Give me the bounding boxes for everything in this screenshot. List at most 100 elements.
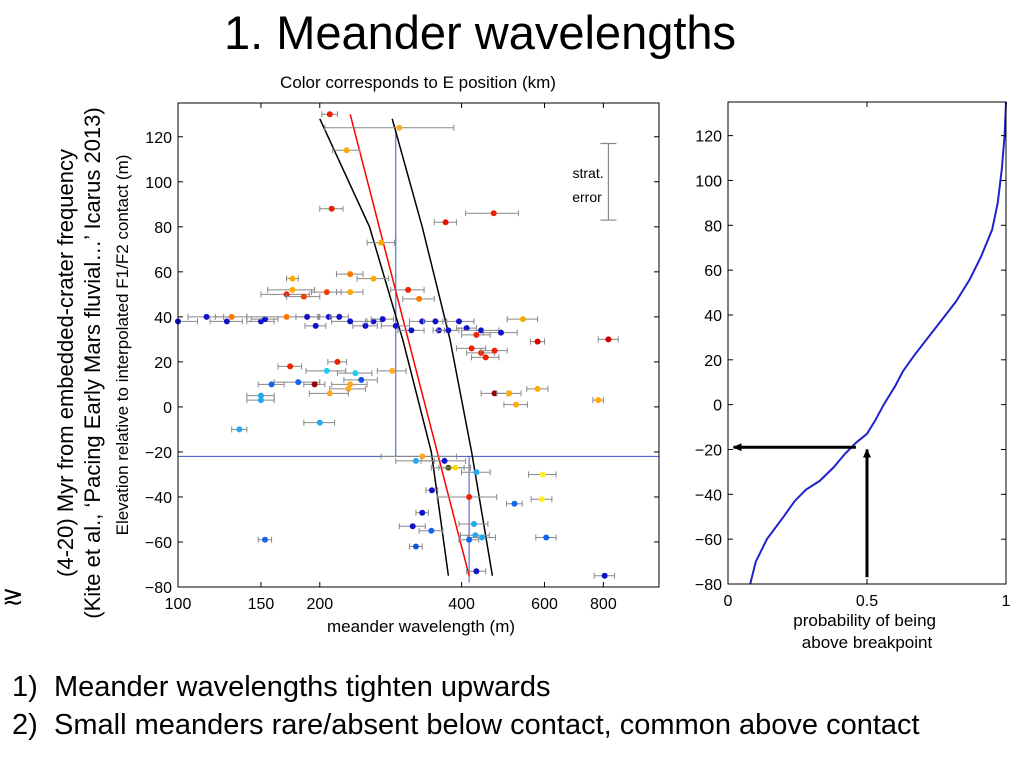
data-point [445,327,452,334]
data-point [478,327,485,334]
x-tick-label: 200 [306,596,333,613]
side-label: (4-20) Myr from embedded-crater frequenc… [52,63,106,663]
y-tick-label: 80 [704,218,722,235]
x-tick-label: 400 [448,596,475,613]
data-point [347,289,354,296]
data-point [416,295,423,302]
data-point [268,381,275,388]
data-point [347,318,354,325]
data-point [470,520,477,527]
data-point [228,313,235,320]
data-point [323,289,330,296]
y-tick-label: 60 [704,263,722,280]
data-point [347,271,354,278]
data-point [379,316,386,323]
y-tick-label: −80 [145,580,172,597]
data-point [408,327,415,334]
data-point [325,313,332,320]
bullet-list: 1) Meander wavelengths tighten upwards 2)… [12,668,1012,744]
x-tick-label: 600 [531,596,558,613]
data-point [432,318,439,325]
data-point [396,124,403,131]
data-point [362,322,369,329]
probability-x-axis-label: probability of being above breakpoint [793,611,940,652]
data-point [412,457,419,464]
y-tick-label: −20 [145,445,172,462]
data-point [595,397,602,404]
slide-title: 1. Meander wavelengths [223,6,737,59]
data-point [223,318,230,325]
y-tick-label: −40 [145,490,172,507]
data-point [519,316,526,323]
data-point [358,376,365,383]
data-point [328,205,335,212]
x-tick-label: 0.5 [856,593,878,610]
y-tick-label: 20 [154,355,172,372]
bullet-text: Small meanders rare/absent below contact… [54,709,920,741]
data-point [428,527,435,534]
data-point [304,313,311,320]
data-point [534,338,541,345]
fit-line [349,114,470,576]
data-point [378,239,385,246]
scatter-plot-frame [177,102,660,588]
data-point [345,385,352,392]
y-tick-label: 100 [695,173,722,190]
data-point [311,381,318,388]
data-point [405,286,412,293]
bullet-item: 1) Meander wavelengths tighten upwards [12,668,1012,706]
data-point [409,523,416,530]
data-point [452,464,459,471]
data-point [203,313,210,320]
data-point [491,390,498,397]
y-tick-label: 120 [695,129,722,146]
data-point [370,275,377,282]
strat-error-label-line2: error [572,189,602,205]
probability-chart: 0 0.5 1 −80 −60 −40 −20 0 20 40 60 80 100 120 probabi… [695,101,1011,652]
data-point [261,316,268,323]
probability-x-axis-label-line1: probability of being [793,611,936,630]
data-point [479,534,486,541]
y-tick-label: −80 [695,577,722,594]
data-point [326,390,333,397]
data-point [283,313,290,320]
bullet-text: Meander wavelengths tighten upwards [54,671,551,703]
side-approx-symbol: ≳ [2,580,24,610]
bullet-number: 2) [12,709,38,741]
data-point [412,543,419,550]
scatter-chart: Color corresponds to E position (km) 100… [113,73,660,636]
side-label-line1: (4-20) Myr from embedded-crater frequenc… [53,149,78,577]
data-point [295,379,302,386]
y-tick-label: 0 [713,398,722,415]
data-point [236,426,243,433]
data-point [601,572,608,579]
data-point [442,219,449,226]
y-tick-label: −40 [695,487,722,504]
data-point [287,363,294,370]
data-point [473,568,480,575]
scatter-plot-layer [175,111,659,583]
y-tick-label: 60 [154,265,172,282]
data-point [347,381,354,388]
strat-error-label-line1: strat. [572,165,603,181]
data-point [326,111,333,118]
probability-x-axis-label-line2: above breakpoint [802,633,933,652]
y-tick-label: 0 [163,400,172,417]
y-tick-label: 100 [145,175,172,192]
y-tick-label: −60 [695,532,722,549]
data-point [539,471,546,478]
data-point [352,370,359,377]
data-point [323,367,330,374]
strat-error-label: strat. error [572,165,607,205]
x-tick-label: 800 [590,596,617,613]
data-point [257,392,264,399]
data-point [257,397,264,404]
side-label-line2: (Kite et al., ‘Pacing Early Mars fluvial… [80,107,105,619]
bullet-item: 2) Small meanders rare/absent below conta… [12,706,1012,744]
data-point [419,453,426,460]
data-point [392,322,399,329]
scatter-x-axis-label: meander wavelength (m) [327,617,515,636]
x-tick-label: 1 [1002,593,1011,610]
data-point [511,500,518,507]
